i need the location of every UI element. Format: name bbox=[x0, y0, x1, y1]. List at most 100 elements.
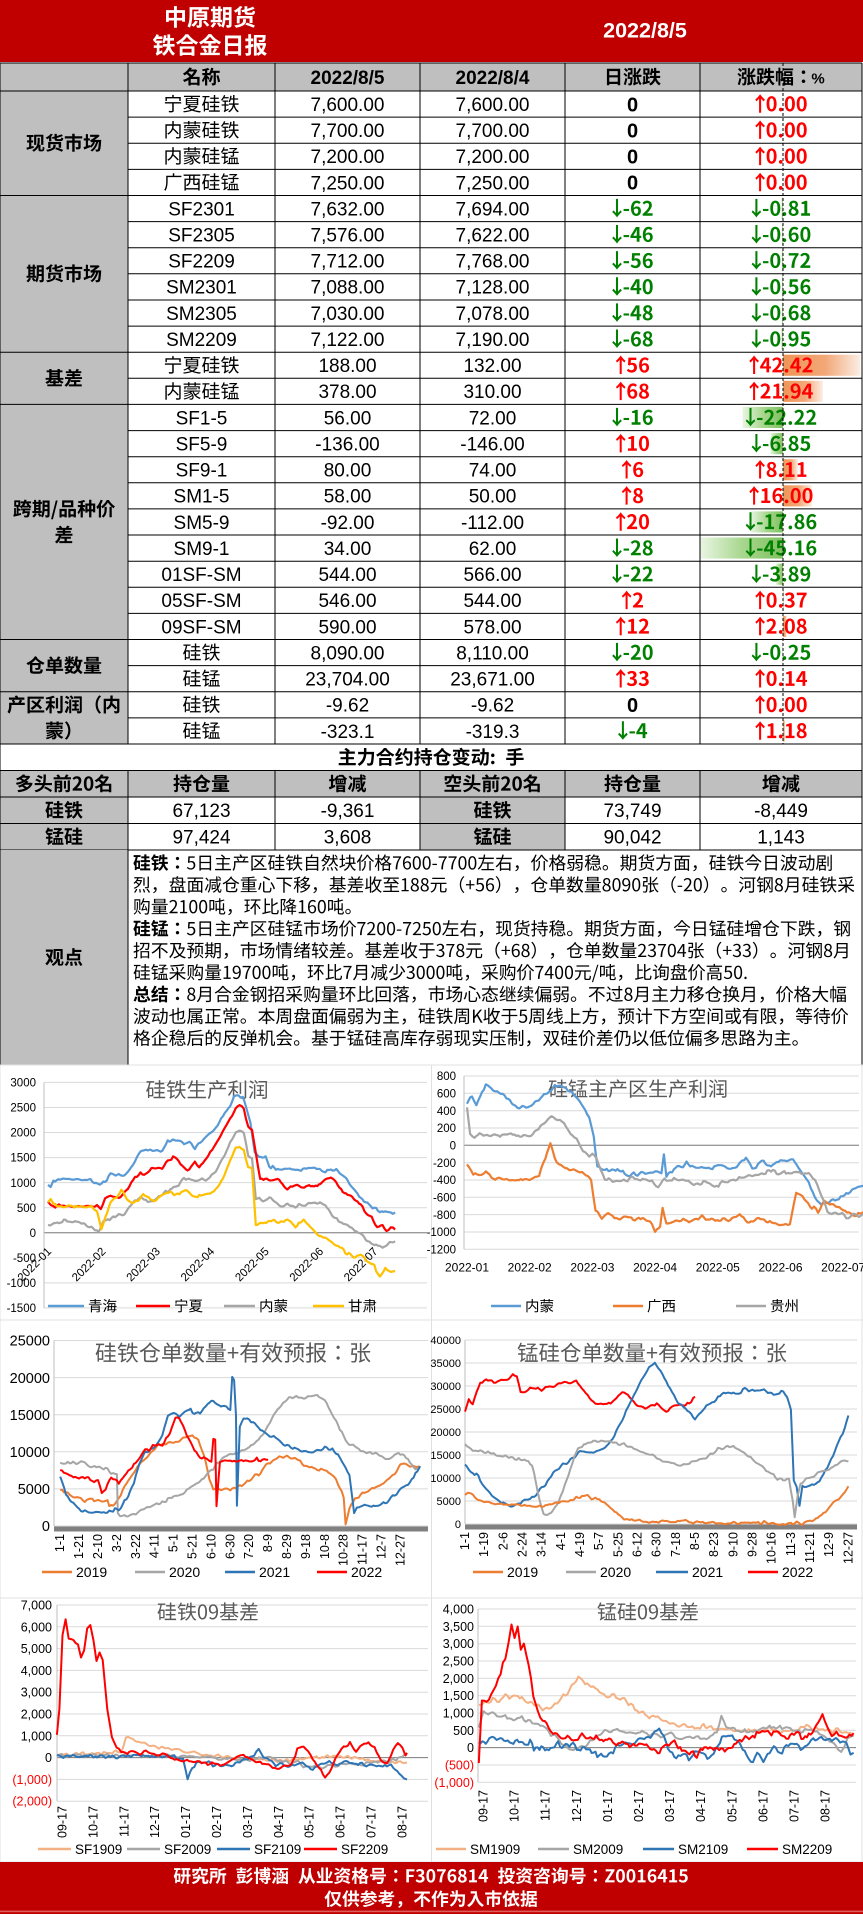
svg-text:1-21: 1-21 bbox=[72, 1534, 86, 1559]
svg-text:67,123: 67,123 bbox=[172, 801, 230, 822]
svg-text:7,768.00: 7,768.00 bbox=[456, 252, 530, 273]
svg-text:04-17: 04-17 bbox=[272, 1806, 286, 1838]
svg-text:500: 500 bbox=[453, 1724, 474, 1738]
svg-text:378.00: 378.00 bbox=[318, 382, 376, 403]
svg-text:7,700.00: 7,700.00 bbox=[311, 121, 385, 142]
svg-text:-1200: -1200 bbox=[427, 1244, 456, 1256]
svg-text:544.00: 544.00 bbox=[318, 565, 376, 586]
svg-text:400: 400 bbox=[437, 1106, 456, 1118]
svg-text:578.00: 578.00 bbox=[463, 617, 521, 638]
svg-text:6-10: 6-10 bbox=[204, 1534, 218, 1559]
svg-text:2022-02: 2022-02 bbox=[508, 1260, 552, 1274]
svg-text:1000: 1000 bbox=[10, 1178, 36, 1190]
svg-text:4-19: 4-19 bbox=[573, 1532, 587, 1557]
svg-text:7,200.00: 7,200.00 bbox=[311, 147, 385, 168]
svg-text:7,200.00: 7,200.00 bbox=[456, 147, 530, 168]
svg-text:-136.00: -136.00 bbox=[315, 435, 379, 456]
svg-text:12-17: 12-17 bbox=[148, 1806, 162, 1838]
svg-text:7,030.00: 7,030.00 bbox=[311, 304, 385, 325]
svg-text:SF2209: SF2209 bbox=[168, 252, 235, 273]
svg-text:%: % bbox=[811, 70, 824, 87]
svg-text:7,622.00: 7,622.00 bbox=[456, 226, 530, 247]
svg-text:09-17: 09-17 bbox=[477, 1790, 491, 1822]
svg-text:30000: 30000 bbox=[430, 1381, 461, 1393]
svg-text:73,749: 73,749 bbox=[603, 801, 661, 822]
svg-text:SF2209: SF2209 bbox=[341, 1842, 388, 1857]
svg-text:4,000: 4,000 bbox=[21, 1664, 52, 1678]
svg-text:03-17: 03-17 bbox=[241, 1806, 255, 1838]
svg-text:11-17: 11-17 bbox=[117, 1806, 131, 1837]
svg-text:9-18: 9-18 bbox=[299, 1534, 313, 1559]
svg-text:-9.62: -9.62 bbox=[326, 696, 369, 717]
svg-text:01SF-SM: 01SF-SM bbox=[161, 565, 241, 586]
svg-text:3,608: 3,608 bbox=[324, 828, 372, 849]
svg-text:11-17: 11-17 bbox=[356, 1534, 370, 1565]
svg-text:(500): (500) bbox=[445, 1759, 474, 1773]
svg-text:02-17: 02-17 bbox=[210, 1806, 224, 1838]
svg-text:10-16: 10-16 bbox=[765, 1532, 779, 1564]
svg-text:5000: 5000 bbox=[437, 1496, 461, 1508]
svg-text:40000: 40000 bbox=[430, 1335, 461, 1347]
svg-text:2019: 2019 bbox=[507, 1564, 538, 1580]
svg-text:7-20: 7-20 bbox=[242, 1534, 256, 1559]
svg-text:7-18: 7-18 bbox=[669, 1532, 683, 1557]
svg-text:7,128.00: 7,128.00 bbox=[456, 278, 530, 299]
svg-text:2,000: 2,000 bbox=[443, 1672, 474, 1686]
svg-text:188.00: 188.00 bbox=[318, 356, 376, 377]
svg-text:2021: 2021 bbox=[692, 1564, 723, 1580]
svg-text:SF2301: SF2301 bbox=[168, 199, 235, 220]
svg-text:2022-04: 2022-04 bbox=[633, 1260, 677, 1274]
svg-text:23,704.00: 23,704.00 bbox=[305, 670, 390, 691]
svg-text:7,576.00: 7,576.00 bbox=[311, 226, 385, 247]
svg-text:3000: 3000 bbox=[10, 1078, 36, 1090]
svg-text:7,078.00: 7,078.00 bbox=[456, 304, 530, 325]
svg-text:0: 0 bbox=[30, 1228, 36, 1240]
svg-text:0: 0 bbox=[627, 173, 638, 195]
svg-text:-1000: -1000 bbox=[427, 1227, 456, 1239]
svg-text:1-1: 1-1 bbox=[458, 1532, 472, 1550]
svg-text:11-21: 11-21 bbox=[803, 1532, 817, 1563]
svg-text:10-17: 10-17 bbox=[508, 1790, 522, 1822]
svg-text:09SF-SM: 09SF-SM bbox=[161, 617, 241, 638]
svg-text:-319.3: -319.3 bbox=[466, 722, 520, 743]
svg-text:08-17: 08-17 bbox=[819, 1790, 833, 1822]
svg-text:2500: 2500 bbox=[10, 1103, 36, 1115]
svg-text:11-3: 11-3 bbox=[784, 1532, 798, 1556]
svg-text:7,000: 7,000 bbox=[21, 1599, 52, 1613]
svg-text:546.00: 546.00 bbox=[318, 591, 376, 612]
svg-text:SF2109: SF2109 bbox=[254, 1842, 301, 1857]
svg-text:34.00: 34.00 bbox=[324, 539, 372, 560]
svg-text:-92.00: -92.00 bbox=[321, 513, 375, 534]
svg-text:05-17: 05-17 bbox=[303, 1806, 317, 1838]
svg-text:1500: 1500 bbox=[10, 1153, 36, 1165]
svg-text:3,000: 3,000 bbox=[21, 1686, 52, 1700]
svg-text:4-1: 4-1 bbox=[554, 1532, 568, 1550]
svg-text:2022-01: 2022-01 bbox=[445, 1260, 489, 1274]
svg-text:8-29: 8-29 bbox=[280, 1534, 294, 1559]
svg-text:9-28: 9-28 bbox=[746, 1532, 760, 1557]
svg-text:2022/8/5: 2022/8/5 bbox=[311, 68, 385, 89]
svg-text:132.00: 132.00 bbox=[463, 356, 521, 377]
svg-text:5000: 5000 bbox=[18, 1482, 50, 1498]
svg-text:SF2009: SF2009 bbox=[164, 1842, 211, 1857]
svg-text:2022-06: 2022-06 bbox=[758, 1260, 802, 1274]
svg-text:4,000: 4,000 bbox=[443, 1603, 474, 1617]
svg-text:SF1909: SF1909 bbox=[75, 1842, 122, 1857]
svg-text:8-23: 8-23 bbox=[707, 1532, 721, 1557]
svg-text:15000: 15000 bbox=[430, 1450, 461, 1462]
svg-text:06-17: 06-17 bbox=[334, 1806, 348, 1838]
svg-text:SF2305: SF2305 bbox=[168, 226, 235, 247]
svg-text:7,250.00: 7,250.00 bbox=[456, 173, 530, 194]
svg-text:SM2009: SM2009 bbox=[573, 1842, 623, 1857]
svg-text:2021: 2021 bbox=[259, 1564, 290, 1580]
svg-text:544.00: 544.00 bbox=[463, 591, 521, 612]
svg-text:SF1-5: SF1-5 bbox=[176, 408, 228, 429]
svg-text:590.00: 590.00 bbox=[318, 617, 376, 638]
svg-text:1,500: 1,500 bbox=[443, 1689, 474, 1703]
svg-text:3-22: 3-22 bbox=[129, 1534, 143, 1559]
svg-text:SM1-5: SM1-5 bbox=[174, 487, 230, 508]
svg-text:3-14: 3-14 bbox=[535, 1532, 549, 1557]
svg-text:0: 0 bbox=[450, 1141, 456, 1153]
svg-text:15000: 15000 bbox=[10, 1408, 50, 1424]
svg-text:SM2209: SM2209 bbox=[782, 1842, 832, 1857]
